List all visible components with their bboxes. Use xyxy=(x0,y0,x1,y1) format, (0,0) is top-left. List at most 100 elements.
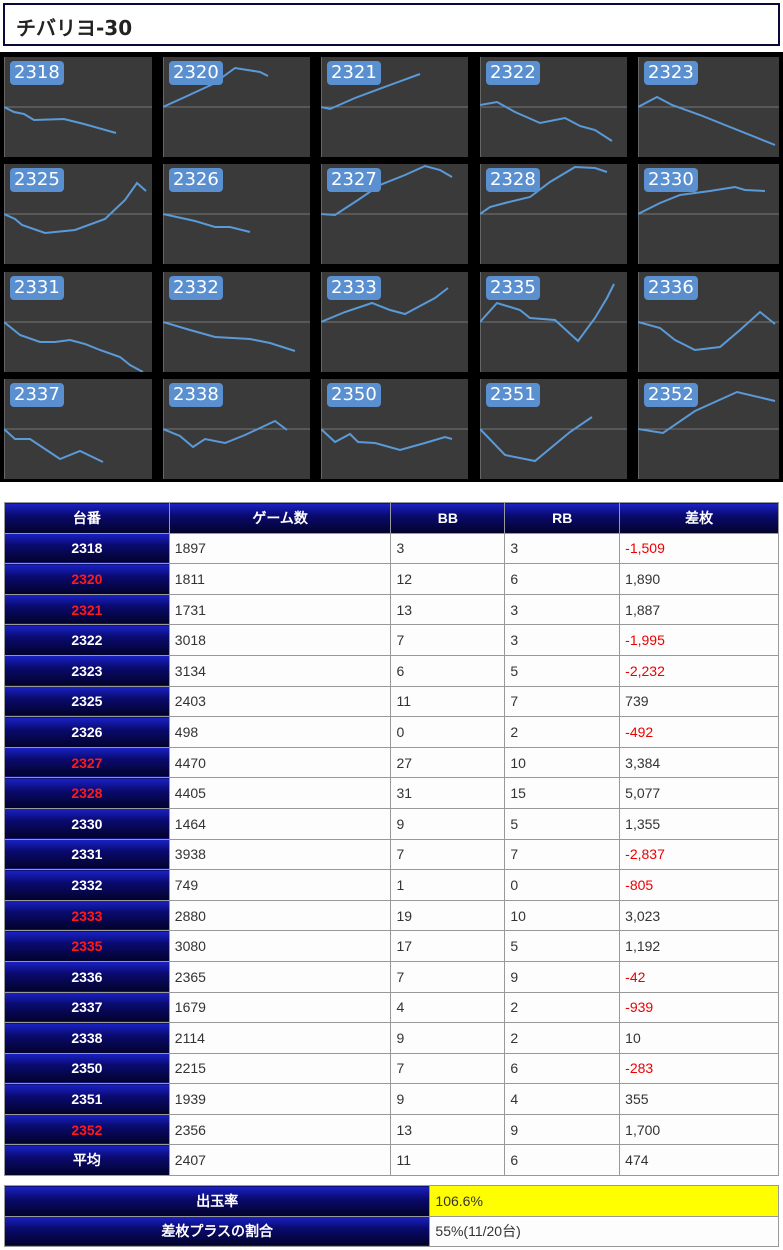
cell-diff: -1,995 xyxy=(619,624,779,656)
sparkline-tile-2338[interactable]: 2338 xyxy=(163,379,310,479)
cell-bb: 7 xyxy=(390,624,506,656)
cell-machine-no[interactable]: 2338 xyxy=(4,1022,170,1054)
sparkline-tile-2318[interactable]: 2318 xyxy=(4,57,152,157)
cell-machine-no[interactable]: 2321 xyxy=(4,593,170,626)
sparkline-series-2328 xyxy=(480,165,608,215)
sparkline-tile-2335[interactable]: 2335 xyxy=(480,272,627,372)
machine-badge: 2335 xyxy=(486,276,540,300)
sparkline-chart xyxy=(321,164,468,264)
cell-games: 2407 xyxy=(168,1144,392,1177)
cell-machine-no[interactable]: 2337 xyxy=(4,991,170,1024)
cell-games: 4470 xyxy=(168,746,392,779)
cell-bb: 7 xyxy=(390,1052,506,1085)
sparkline-tile-2331[interactable]: 2331 xyxy=(4,272,152,372)
table-row: 2321 1731 13 3 1,887 xyxy=(4,593,779,626)
cell-rb: 5 xyxy=(504,807,621,840)
sparkline-tile-2321[interactable]: 2321 xyxy=(321,57,468,157)
cell-diff: 1,890 xyxy=(619,563,779,595)
sparkline-tile-2325[interactable]: 2325 xyxy=(4,164,152,264)
cell-bb: 3 xyxy=(390,532,506,565)
cell-games: 1939 xyxy=(168,1083,392,1115)
page-title-box: チバリヨ-30 xyxy=(3,3,780,46)
sparkline-chart xyxy=(638,272,779,372)
machine-badge: 2327 xyxy=(327,168,381,192)
cell-bb: 9 xyxy=(390,1083,506,1115)
sparkline-tile-2323[interactable]: 2323 xyxy=(638,57,779,157)
cell-bb: 4 xyxy=(390,991,506,1024)
cell-machine-no[interactable]: 2322 xyxy=(4,624,170,656)
cell-diff: -939 xyxy=(619,991,779,1024)
cell-rb: 10 xyxy=(504,899,621,932)
summary-row-plus-ratio: 差枚プラスの割合 55%(11/20台) xyxy=(3,1215,779,1248)
table-row: 2335 3080 17 5 1,192 xyxy=(4,930,779,962)
cell-machine-no[interactable]: 2335 xyxy=(4,930,170,962)
machine-badge: 2328 xyxy=(486,168,540,192)
cell-games: 1897 xyxy=(168,532,392,565)
sparkline-tile-2320[interactable]: 2320 xyxy=(163,57,310,157)
sparkline-chart xyxy=(163,272,310,372)
sparkline-tile-2322[interactable]: 2322 xyxy=(480,57,627,157)
sparkline-series-2335 xyxy=(480,283,615,343)
cell-rb: 6 xyxy=(504,1052,621,1085)
cell-machine-no[interactable]: 2328 xyxy=(4,777,170,809)
cell-machine-no[interactable]: 2327 xyxy=(4,746,170,779)
sparkline-tile-2330[interactable]: 2330 xyxy=(638,164,779,264)
sparkline-tile-2337[interactable]: 2337 xyxy=(4,379,152,479)
table-row: 2322 3018 7 3 -1,995 xyxy=(4,624,779,656)
page-title: チバリヨ-30 xyxy=(16,16,133,40)
cell-rb: 9 xyxy=(504,1113,621,1146)
sparkline-tile-2327[interactable]: 2327 xyxy=(321,164,468,264)
machine-table: 台番 ゲーム数 BB RB 差枚 2318 1897 3 3 -1,509 2320 181… xyxy=(4,502,779,1177)
sparkline-series-2327 xyxy=(321,164,453,217)
sparkline-tile-2351[interactable]: 2351 xyxy=(480,379,627,479)
cell-machine-no[interactable]: 2326 xyxy=(4,716,170,748)
machine-badge: 2320 xyxy=(169,61,223,85)
cell-rb: 0 xyxy=(504,869,621,901)
table-row: 2351 1939 9 4 355 xyxy=(4,1083,779,1115)
cell-machine-no[interactable]: 平均 xyxy=(4,1144,170,1177)
cell-bb: 7 xyxy=(390,838,506,871)
cell-machine-no[interactable]: 2323 xyxy=(4,654,170,687)
cell-rb: 2 xyxy=(504,716,621,748)
sparkline-tile-2328[interactable]: 2328 xyxy=(480,164,627,264)
cell-machine-no[interactable]: 2325 xyxy=(4,685,170,718)
sparkline-tile-2326[interactable]: 2326 xyxy=(163,164,310,264)
sparkline-chart xyxy=(638,164,779,264)
sparkline-series-2320 xyxy=(163,66,269,108)
cell-machine-no[interactable]: 2351 xyxy=(4,1083,170,1115)
machine-badge: 2351 xyxy=(486,383,540,407)
table-row: 2337 1679 4 2 -939 xyxy=(4,991,779,1024)
cell-machine-no[interactable]: 2332 xyxy=(4,869,170,901)
sparkline-chart xyxy=(4,57,152,157)
sparkline-chart xyxy=(163,379,310,479)
sparkline-series-2352 xyxy=(638,390,776,435)
cell-machine-no[interactable]: 2352 xyxy=(4,1113,170,1146)
sparkline-tile-2352[interactable]: 2352 xyxy=(638,379,779,479)
cell-machine-no[interactable]: 2336 xyxy=(4,960,170,993)
sparkline-tile-2332[interactable]: 2332 xyxy=(163,272,310,372)
sparkline-tile-2336[interactable]: 2336 xyxy=(638,272,779,372)
table-row: 2328 4405 31 15 5,077 xyxy=(4,777,779,809)
machine-badge: 2321 xyxy=(327,61,381,85)
cell-machine-no[interactable]: 2330 xyxy=(4,807,170,840)
sparkline-series-2336 xyxy=(638,310,776,352)
cell-machine-no[interactable]: 2320 xyxy=(4,563,170,595)
sparkline-tile-2333[interactable]: 2333 xyxy=(321,272,468,372)
sparkline-chart xyxy=(638,57,779,157)
cell-machine-no[interactable]: 2318 xyxy=(4,532,170,565)
cell-diff: 1,887 xyxy=(619,593,779,626)
sparkline-series-2330 xyxy=(638,185,766,215)
table-row: 2333 2880 19 10 3,023 xyxy=(4,899,779,932)
cell-games: 2356 xyxy=(168,1113,392,1146)
cell-bb: 1 xyxy=(390,869,506,901)
cell-machine-no[interactable]: 2350 xyxy=(4,1052,170,1085)
cell-games: 1811 xyxy=(168,563,392,595)
cell-machine-no[interactable]: 2333 xyxy=(4,899,170,932)
sparkline-chart xyxy=(4,164,152,264)
cell-diff: 3,384 xyxy=(619,746,779,779)
sparkline-chart xyxy=(163,57,310,157)
cell-machine-no[interactable]: 2331 xyxy=(4,838,170,871)
sparkline-tile-2350[interactable]: 2350 xyxy=(321,379,468,479)
cell-diff: -42 xyxy=(619,960,779,993)
table-header-row: 台番 ゲーム数 BB RB 差枚 xyxy=(4,502,779,534)
